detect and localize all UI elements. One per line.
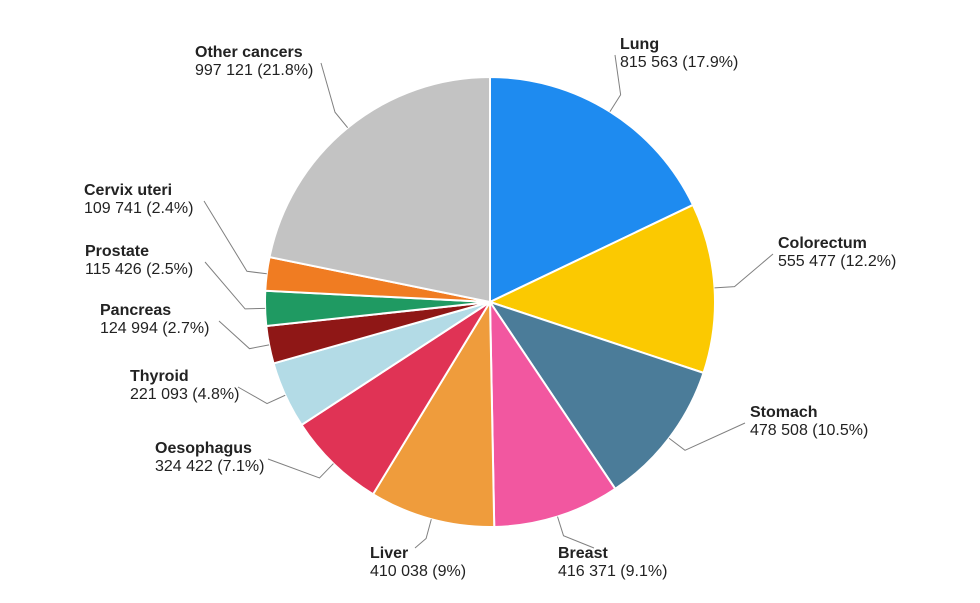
leader-line (219, 321, 269, 349)
label-thyroid: Thyroid 221 093 (4.8%) (130, 368, 239, 405)
label-title: Stomach (750, 404, 818, 421)
label-title: Cervix uteri (84, 182, 172, 199)
label-title: Oesophagus (155, 440, 252, 457)
leader-line (238, 387, 285, 404)
leader-line (321, 63, 348, 128)
label-stomach: Stomach 478 508 (10.5%) (750, 404, 868, 441)
label-sub: 555 477 (12.2%) (778, 253, 896, 270)
label-title: Lung (620, 36, 659, 53)
leader-line (715, 254, 773, 288)
label-colorectum: Colorectum 555 477 (12.2%) (778, 235, 896, 272)
leader-line (558, 517, 594, 548)
leader-line (205, 262, 265, 309)
label-liver: Liver 410 038 (9%) (370, 545, 466, 582)
label-sub: 997 121 (21.8%) (195, 62, 313, 79)
label-title: Colorectum (778, 235, 867, 252)
label-lung: Lung 815 563 (17.9%) (620, 36, 738, 73)
label-sub: 815 563 (17.9%) (620, 54, 738, 71)
label-sub: 124 994 (2.7%) (100, 320, 209, 337)
label-title: Thyroid (130, 368, 189, 385)
label-title: Breast (558, 545, 608, 562)
label-other: Other cancers 997 121 (21.8%) (195, 44, 313, 81)
leader-line (415, 519, 431, 548)
label-sub: 324 422 (7.1%) (155, 458, 264, 475)
label-sub: 221 093 (4.8%) (130, 386, 239, 403)
label-title: Other cancers (195, 44, 303, 61)
leader-line (268, 459, 333, 478)
label-title: Liver (370, 545, 408, 562)
label-cervix: Cervix uteri 109 741 (2.4%) (84, 182, 193, 219)
label-pancreas: Pancreas 124 994 (2.7%) (100, 302, 209, 339)
label-sub: 115 426 (2.5%) (85, 261, 193, 278)
label-sub: 416 371 (9.1%) (558, 563, 667, 580)
label-prostate: Prostate 115 426 (2.5%) (85, 243, 193, 280)
label-sub: 478 508 (10.5%) (750, 422, 868, 439)
label-oesophagus: Oesophagus 324 422 (7.1%) (155, 440, 264, 477)
label-breast: Breast 416 371 (9.1%) (558, 545, 667, 582)
leader-line (204, 201, 267, 274)
label-title: Prostate (85, 243, 149, 260)
leader-line (669, 423, 745, 450)
label-sub: 410 038 (9%) (370, 563, 466, 580)
pie-chart-container: Lung 815 563 (17.9%) Colorectum 555 477 … (0, 0, 980, 603)
label-sub: 109 741 (2.4%) (84, 200, 193, 217)
label-title: Pancreas (100, 302, 171, 319)
